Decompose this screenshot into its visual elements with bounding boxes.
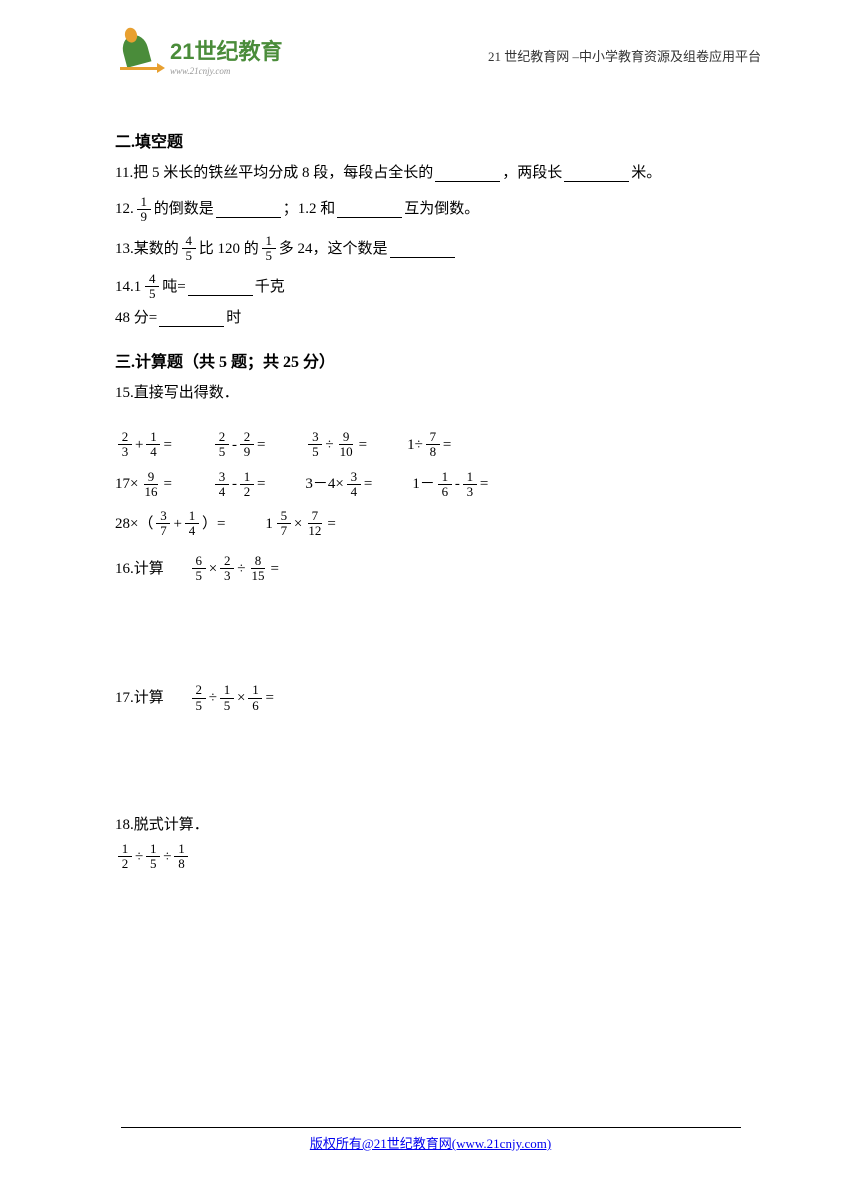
q14-mid1: 吨= xyxy=(162,275,185,299)
header-right-text: 21 世纪教育网 –中小学教育资源及组卷应用平台 xyxy=(488,46,761,65)
question-13: 13.某数的 4 5 比 120 的 1 5 多 24，这个数是 xyxy=(115,234,755,264)
logo-text: 21世纪教育 www.21cnjy.com xyxy=(170,34,282,76)
question-14: 14. 1 4 5 吨= 千克 48 分= 时 xyxy=(115,272,755,331)
q16-prefix: 16.计算 xyxy=(115,557,164,581)
page-header: 21世纪教育 www.21cnjy.com 21 世纪教育网 –中小学教育资源及… xyxy=(0,25,861,85)
q12-suffix: 互为倒数。 xyxy=(404,197,479,221)
logo-main-text: 21世纪教育 xyxy=(170,34,282,66)
section2-title: 二.填空题 xyxy=(115,130,755,156)
q12-mid2: ；1.2 和 xyxy=(283,197,336,221)
calc-row-3: 28×（ 37 + 14 ）= 1 57 × 712 = xyxy=(115,509,755,539)
fraction: 1 9 xyxy=(137,195,151,225)
blank-field xyxy=(216,200,281,218)
calc-item: 1÷ 78 = xyxy=(407,430,451,460)
q13-prefix: 13.某数的 xyxy=(115,237,179,261)
q13-mid1: 比 120 的 xyxy=(199,237,259,261)
calc-item: 28×（ 37 + 14 ）= xyxy=(115,509,225,539)
calc-item: 25 - 29 = xyxy=(212,430,265,460)
calc-item: 17× 916 = xyxy=(115,470,172,500)
q14-suffix1: 千克 xyxy=(255,275,285,299)
q14-line2-prefix: 48 分= xyxy=(115,306,157,330)
q18-title: 18.脱式计算． xyxy=(115,813,755,837)
calc-item: 23 + 14 = xyxy=(115,430,172,460)
q13-mid2: 多 24，这个数是 xyxy=(279,237,388,261)
question-17: 17.计算 25 ÷ 15 × 16 = xyxy=(115,683,755,713)
q11-prefix: 11.把 5 米长的铁丝平均分成 8 段，每段占全长的 xyxy=(115,161,433,185)
page-footer: 版权所有@21世纪教育网(www.21cnjy.com) xyxy=(0,1127,861,1152)
calc-item: 1 57 × 712 = xyxy=(265,509,335,539)
content-area: 二.填空题 11.把 5 米长的铁丝平均分成 8 段，每段占全长的 ，两段长 米… xyxy=(115,130,755,872)
calc-item: 3－4× 34 = xyxy=(305,470,372,500)
q18-expression: 12 ÷ 15 ÷ 18 xyxy=(115,842,755,872)
blank-field xyxy=(435,164,500,182)
blank-field xyxy=(390,240,455,258)
blank-field xyxy=(564,164,629,182)
question-18: 18.脱式计算． 12 ÷ 15 ÷ 18 xyxy=(115,813,755,872)
q12-mid1: 的倒数是 xyxy=(154,197,214,221)
calc-item: 1－ 16 - 13 = xyxy=(412,470,488,500)
fraction: 4 5 xyxy=(182,234,196,264)
calc-item: 34 - 12 = xyxy=(212,470,265,500)
logo-icon xyxy=(115,30,165,80)
question-11: 11.把 5 米长的铁丝平均分成 8 段，每段占全长的 ，两段长 米。 xyxy=(115,161,755,185)
q12-prefix: 12. xyxy=(115,197,134,221)
footer-divider xyxy=(121,1127,741,1128)
calc-row-2: 17× 916 = 34 - 12 = 3－4× 34 = 1－ 16 - 13… xyxy=(115,470,755,500)
logo-area: 21世纪教育 www.21cnjy.com xyxy=(115,30,282,80)
blank-field xyxy=(188,278,253,296)
fraction: 1 5 xyxy=(262,234,276,264)
q11-suffix: 米。 xyxy=(631,161,661,185)
question-12: 12. 1 9 的倒数是 ；1.2 和 互为倒数。 xyxy=(115,195,755,225)
footer-link[interactable]: 版权所有@21世纪教育网(www.21cnjy.com) xyxy=(310,1136,551,1151)
logo-sub-text: www.21cnjy.com xyxy=(170,66,282,76)
q14-prefix: 14. xyxy=(115,275,134,299)
section3-title: 三.计算题（共 5 题；共 25 分） xyxy=(115,350,755,376)
mixed-fraction: 1 4 5 xyxy=(134,272,163,302)
question-16: 16.计算 65 × 23 ÷ 815 = xyxy=(115,554,755,584)
calc-item: 35 ÷ 910 = xyxy=(305,430,367,460)
q11-mid: ，两段长 xyxy=(502,161,562,185)
blank-field xyxy=(337,200,402,218)
calc-row-1: 23 + 14 = 25 - 29 = 35 ÷ 910 = 1÷ 78 = xyxy=(115,430,755,460)
q15-title: 15.直接写出得数． xyxy=(115,381,755,405)
q14-line2-suffix: 时 xyxy=(226,306,241,330)
blank-field xyxy=(159,309,224,327)
q17-prefix: 17.计算 xyxy=(115,686,164,710)
